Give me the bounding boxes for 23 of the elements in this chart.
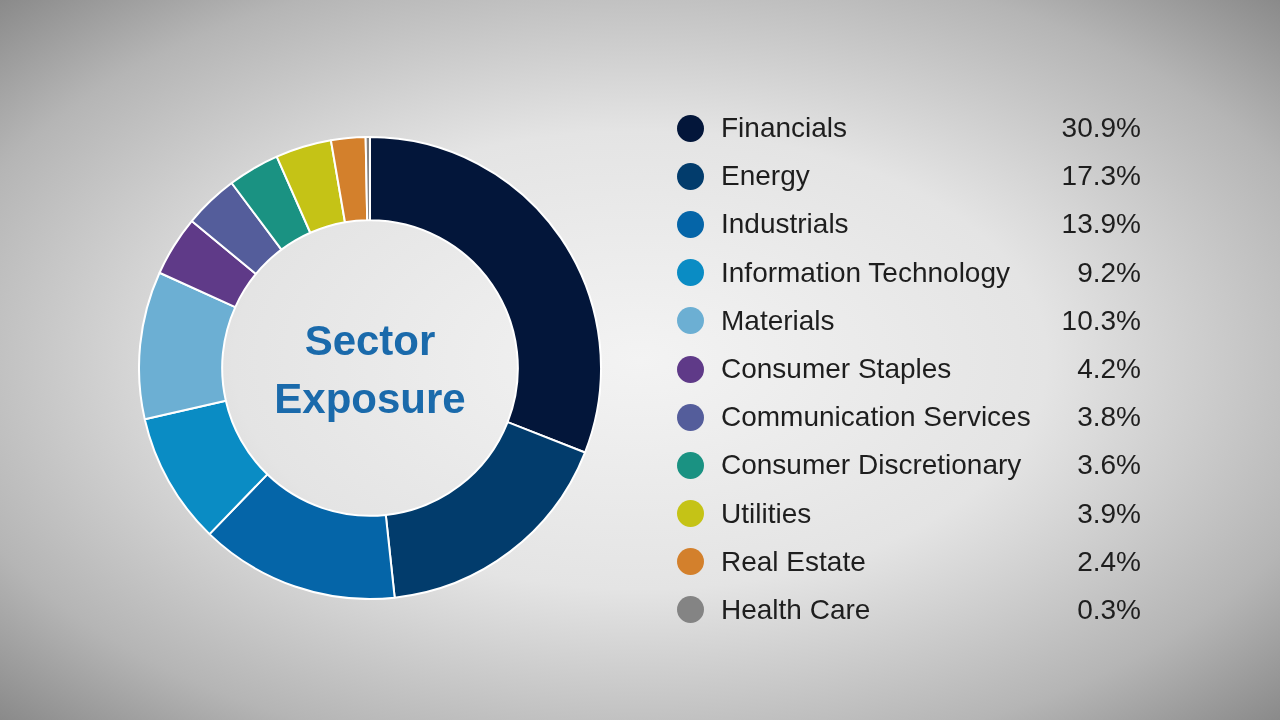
data-label: 9.2% [1076,256,1141,289]
legend-label: Real Estate [721,545,867,578]
data-label: 10.3% [1061,304,1141,337]
data-label: 2.4% [1076,545,1141,578]
legend-label: Health Care [721,593,872,626]
legend-label: Financials [721,112,849,145]
legend-label: Communication Services [721,401,1032,434]
legend-label: Industrials [721,208,850,241]
legend-label: Information Technology [721,256,1011,289]
text: Sector Exposure [273,316,467,424]
legend-label: Materials [721,304,836,337]
data-label: 13.9% [1061,208,1141,241]
data-label: 3.6% [1076,449,1141,482]
data-label: 30.9% [1061,112,1141,145]
data-label: 17.3% [1061,160,1141,193]
data-label: 3.9% [1076,497,1141,530]
data-label: 4.2% [1076,353,1141,386]
data-label: 0.3% [1076,593,1141,626]
legend-label: Utilities [721,497,813,530]
legend-label: Energy [721,160,811,193]
legend-label: Consumer Discretionary [721,449,1023,482]
legend-label: Consumer Staples [721,353,953,386]
data-label: 3.8% [1076,401,1141,434]
